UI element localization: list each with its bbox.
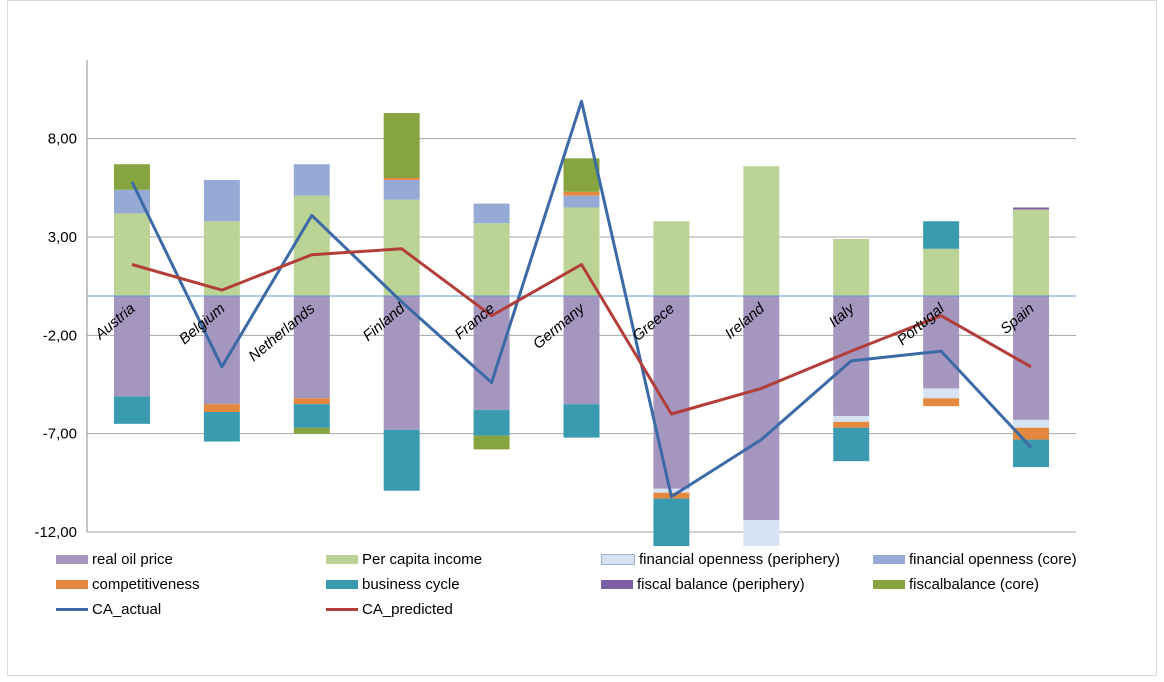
bar-segment — [563, 207, 600, 296]
legend-label: business cycle — [362, 575, 460, 593]
series-lines — [130, 99, 1033, 499]
bar-segment — [563, 195, 600, 208]
legend-item: CA_actual — [56, 599, 161, 619]
legend-label: competitiveness — [92, 575, 200, 593]
bar-segment — [743, 296, 780, 521]
legend-swatch — [56, 579, 88, 589]
legend-item: fiscal balance (periphery) — [601, 574, 805, 594]
bar-segment — [1013, 296, 1050, 420]
bar-segment — [473, 435, 510, 450]
bar-segment — [293, 404, 330, 428]
legend-item: Per capita income — [326, 549, 482, 569]
legend-item: CA_predicted — [326, 599, 453, 619]
bar-segment — [1013, 209, 1050, 296]
bar-segments — [113, 113, 1050, 546]
legend-label: Per capita income — [362, 550, 483, 568]
bar-segment — [113, 296, 150, 397]
bar-segment — [293, 427, 330, 434]
bar-segment — [563, 158, 600, 192]
y-tick-label: 8,00 — [48, 131, 77, 148]
bar-segment — [383, 113, 420, 178]
legend-item: real oil price — [56, 549, 173, 569]
bar-segment — [293, 398, 330, 405]
bar-segment — [113, 396, 150, 424]
bar-segment — [923, 398, 960, 407]
bar-segment — [833, 421, 870, 428]
legend-swatch — [56, 554, 88, 564]
legend-swatch — [601, 553, 635, 565]
legend-label: real oil price — [92, 550, 173, 568]
bar-segment — [293, 296, 330, 399]
y-tick-label: -2,00 — [43, 327, 77, 344]
legend-label: CA_actual — [92, 600, 162, 618]
bar-segment — [1013, 419, 1050, 428]
axes — [86, 60, 1076, 532]
legend-swatch — [56, 607, 88, 611]
bar-segment — [203, 404, 240, 413]
legend-item: financial openness (core) — [873, 549, 1077, 569]
bar-segment — [383, 429, 420, 491]
bar-segment — [1013, 439, 1050, 468]
legend-item: competitiveness — [56, 574, 200, 594]
legend-item: fiscalbalance (core) — [873, 574, 1039, 594]
legend-label: fiscalbalance (core) — [909, 575, 1040, 593]
bar-segment — [743, 520, 780, 546]
legend-swatch — [326, 554, 358, 564]
bar-segment — [293, 164, 330, 196]
bar-segment — [383, 178, 420, 180]
y-tick-label: -7,00 — [43, 426, 77, 443]
bar-segment — [113, 189, 150, 214]
bar-segment — [833, 415, 870, 422]
bar-segment — [1013, 207, 1050, 210]
legend-item: business cycle — [326, 574, 460, 594]
bar-segment — [923, 388, 960, 399]
bar-segment — [653, 498, 690, 546]
bar-segment — [203, 296, 240, 405]
bar-segment — [833, 238, 870, 296]
bar-segment — [203, 179, 240, 222]
legend-label: CA_predicted — [362, 600, 453, 618]
bar-segment — [473, 410, 510, 436]
y-tick-label: 3,00 — [48, 229, 77, 246]
bar-segment — [383, 296, 420, 430]
bar-segment — [563, 191, 600, 196]
bar-segment — [743, 166, 780, 296]
bar-segment — [473, 223, 510, 296]
bar-segment — [1013, 427, 1050, 440]
legend-item: financial openness (periphery) — [601, 549, 840, 569]
bar-segment — [203, 412, 240, 442]
bar-segment — [383, 179, 420, 200]
bar-segment — [923, 248, 960, 296]
bar-segment — [473, 203, 510, 224]
legend-swatch — [873, 579, 905, 589]
chart-frame: 8,00 3,00 -2,00 -7,00 -12,00 Austria Belgium Ne… — [7, 0, 1157, 676]
y-tick-label: -12,00 — [34, 524, 77, 541]
bar-segment — [293, 195, 330, 296]
legend-swatch — [326, 579, 358, 589]
bar-segment — [203, 221, 240, 296]
bar-segment — [563, 296, 600, 405]
bar-segment — [923, 296, 960, 389]
legend-swatch — [326, 607, 358, 611]
series-line — [131, 247, 1032, 416]
bar-segment — [923, 221, 960, 249]
legend-swatch — [601, 579, 633, 589]
legend-label: financial openness (periphery) — [639, 550, 840, 568]
bar-segment — [113, 213, 150, 296]
bar-segment — [113, 164, 150, 190]
legend-swatch — [873, 554, 905, 564]
legend-label: fiscal balance (periphery) — [637, 575, 805, 593]
bar-segment — [653, 221, 690, 296]
bar-segment — [563, 404, 600, 438]
bar-segment — [833, 427, 870, 462]
legend-label: financial openness (core) — [909, 550, 1077, 568]
